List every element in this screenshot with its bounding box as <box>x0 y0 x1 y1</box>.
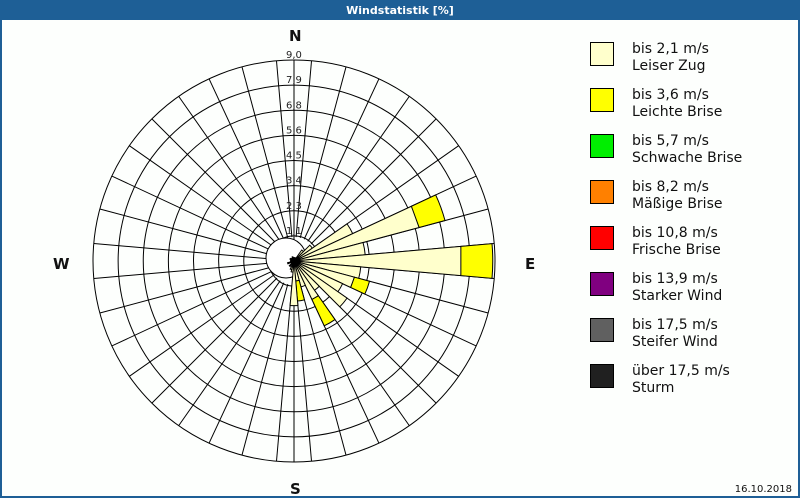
legend-label: Steifer Wind <box>632 334 718 350</box>
legend-swatch <box>590 180 614 204</box>
ring-label: 2,3 <box>286 201 302 212</box>
compass-east: E <box>525 255 536 273</box>
ring-label: 3,4 <box>286 176 302 187</box>
wind-sector-bar <box>289 260 299 307</box>
legend-item: bis 13,9 m/s Starker Wind <box>590 271 790 318</box>
legend-swatch <box>590 318 614 342</box>
wind-rose: 1,1 2,3 3,4 4,5 5,6 6,8 7,9 9,0 <box>92 50 496 463</box>
ring-label: 9,0 <box>286 50 302 61</box>
ring-label: 4,5 <box>286 151 302 162</box>
legend-label: Mäßige Brise <box>632 196 723 212</box>
chart-title: Windstatistik [%] <box>0 0 800 20</box>
wind-sector-bar <box>410 194 446 229</box>
legend-swatch <box>590 42 614 66</box>
legend-range: bis 8,2 m/s <box>632 179 709 195</box>
legend-range: bis 10,8 m/s <box>632 225 718 241</box>
compass-south: S <box>290 480 301 498</box>
legend-swatch <box>590 272 614 296</box>
ring-label: 5,6 <box>286 125 302 136</box>
legend-label: Schwache Brise <box>632 150 743 166</box>
legend-label: Frische Brise <box>632 242 721 258</box>
legend-item: bis 2,1 m/s Leiser Zug <box>590 41 790 88</box>
legend-swatch <box>590 226 614 250</box>
wind-sector-bar <box>460 243 494 279</box>
legend-label: Leiser Zug <box>632 58 706 74</box>
legend: bis 2,1 m/s Leiser Zug bis 3,6 m/s Leichte… <box>590 41 790 410</box>
legend-label: Leichte Brise <box>632 104 723 120</box>
legend-label: Sturm <box>632 380 675 396</box>
wind-sector-bar <box>293 260 348 308</box>
wind-sector-bar <box>350 276 371 295</box>
legend-item: bis 17,5 m/s Steifer Wind <box>590 317 790 364</box>
ring-label: 7,9 <box>286 75 302 86</box>
legend-range: über 17,5 m/s <box>632 363 730 379</box>
legend-range: bis 17,5 m/s <box>632 317 718 333</box>
date-stamp: 16.10.2018 <box>734 484 792 495</box>
legend-range: bis 3,6 m/s <box>632 87 709 103</box>
legend-swatch <box>590 88 614 112</box>
legend-range: bis 5,7 m/s <box>632 133 709 149</box>
legend-item: bis 3,6 m/s Leichte Brise <box>590 87 790 134</box>
legend-item: bis 10,8 m/s Frische Brise <box>590 225 790 272</box>
compass-north: N <box>289 27 302 45</box>
legend-label: Starker Wind <box>632 288 723 304</box>
ring-label: 1,1 <box>286 226 302 237</box>
wind-sector-bar <box>311 295 336 327</box>
legend-item: bis 5,7 m/s Schwache Brise <box>590 133 790 180</box>
legend-swatch <box>590 134 614 158</box>
legend-range: bis 2,1 m/s <box>632 41 709 57</box>
legend-item: über 17,5 m/s Sturm <box>590 363 790 410</box>
legend-swatch <box>590 364 614 388</box>
legend-range: bis 13,9 m/s <box>632 271 718 287</box>
compass-west: W <box>53 255 70 273</box>
ring-label: 6,8 <box>286 100 302 111</box>
legend-item: bis 8,2 m/s Mäßige Brise <box>590 179 790 226</box>
